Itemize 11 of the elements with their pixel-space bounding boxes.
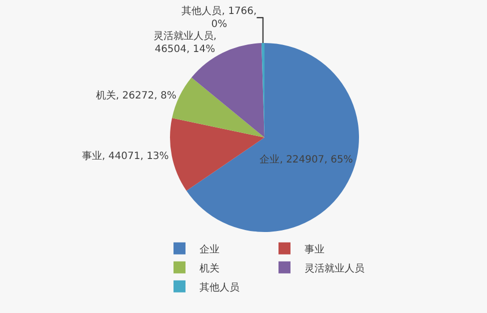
legend-label: 机关 [200,262,220,274]
legend-label: 灵活就业人员 [304,262,364,274]
legend-label: 事业 [304,243,324,256]
data-label: 机关, 26272, 8% [96,89,176,102]
data-label: 其他人员, 1766, 0% [182,5,257,30]
data-label: 灵活就业人员, 46504, 14% [153,30,216,56]
data-label: 企业, 224907, 65% [260,154,353,166]
data-label: 事业, 44071, 13% [82,150,169,162]
pie-slice [191,43,264,138]
legend-label: 其他人员 [200,281,240,294]
legend-label: 企业 [200,243,220,256]
